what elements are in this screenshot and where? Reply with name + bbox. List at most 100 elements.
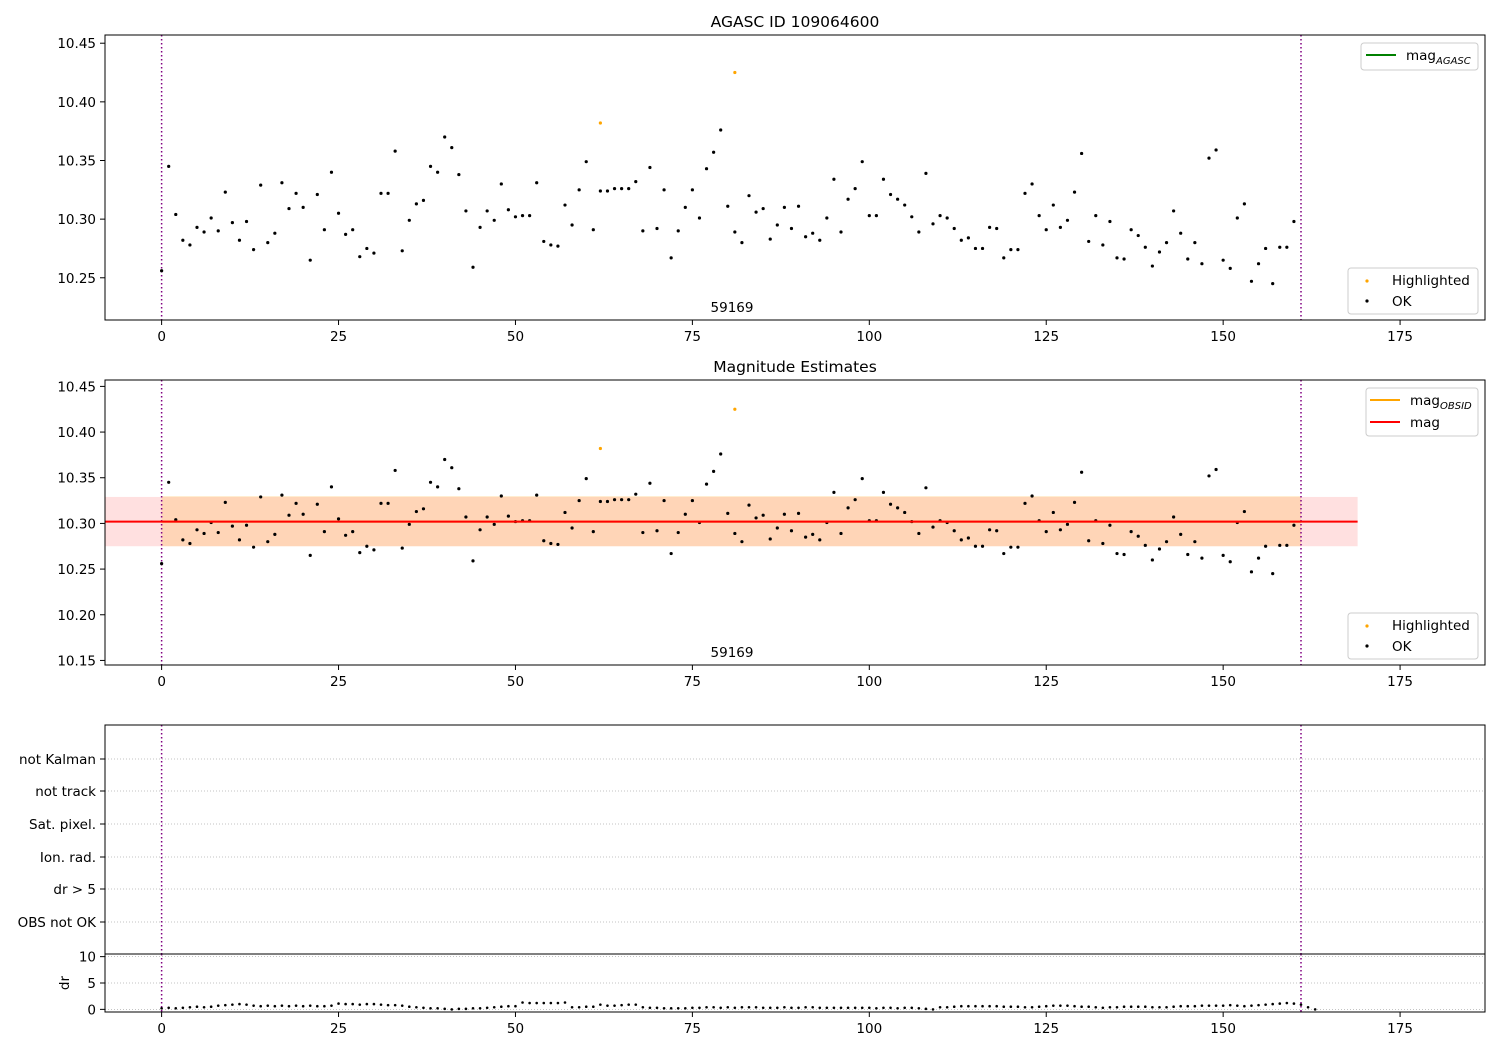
- ok-point: [457, 487, 461, 491]
- ok-point: [202, 230, 206, 234]
- ok-point: [704, 167, 709, 171]
- panel4-obs-boundaries: [160, 954, 1302, 1012]
- dr-point: [379, 1003, 383, 1006]
- ok-point: [1065, 522, 1070, 526]
- ok-point: [1271, 282, 1275, 286]
- ok-point: [952, 529, 956, 533]
- dr-point: [1193, 1004, 1197, 1008]
- ok-point: [988, 225, 992, 229]
- dr-point: [535, 1001, 538, 1005]
- dr-point: [825, 1006, 829, 1010]
- ok-point: [1285, 543, 1289, 547]
- ok-point: [1023, 501, 1027, 505]
- ok-point: [1249, 279, 1254, 283]
- dr-point: [860, 1006, 864, 1010]
- ok-point: [556, 244, 560, 248]
- dr-point: [365, 1002, 369, 1006]
- ok-point: [216, 530, 220, 535]
- ok-point: [1278, 543, 1282, 547]
- ok-point: [1016, 248, 1020, 252]
- panel2-legend-upper[interactable]: magOBSID mag: [1365, 387, 1479, 437]
- legend-label-ok: OK: [1392, 294, 1413, 310]
- dr-point: [577, 1005, 581, 1009]
- ok-point: [351, 530, 355, 534]
- ok-point: [719, 452, 723, 456]
- dr-point: [818, 1006, 822, 1010]
- ok-point: [167, 164, 171, 168]
- dr-point: [889, 1006, 892, 1010]
- flag-label: not track: [35, 784, 96, 800]
- x-tick-label: 150: [1210, 329, 1236, 345]
- dr-point: [478, 1007, 482, 1010]
- ok-point: [1221, 258, 1225, 262]
- ok-point: [1200, 556, 1204, 560]
- ok-point: [535, 181, 539, 185]
- dr-point: [316, 1004, 319, 1008]
- dr-point: [1207, 1004, 1211, 1007]
- ok-point: [1080, 470, 1084, 474]
- ok-point: [1278, 245, 1282, 249]
- ok-point: [520, 214, 525, 218]
- ok-point: [1044, 228, 1048, 232]
- ok-point: [924, 486, 928, 490]
- dr-point: [620, 1003, 623, 1007]
- ok-point: [627, 187, 631, 191]
- dr-point: [563, 1001, 567, 1004]
- ok-point: [329, 170, 334, 174]
- ok-point: [881, 177, 886, 181]
- dr-point: [1313, 1008, 1317, 1011]
- ok-point: [1164, 540, 1169, 544]
- ok-point: [577, 188, 581, 192]
- ok-point: [634, 180, 638, 184]
- ok-point: [655, 529, 659, 533]
- ok-point: [747, 503, 751, 507]
- dr-point: [521, 1001, 524, 1004]
- dr-point: [1115, 1005, 1119, 1009]
- ok-point: [1150, 264, 1154, 268]
- x-tick-label: 50: [507, 329, 524, 345]
- panel2-legend-lower[interactable]: Highlighted OK: [1347, 612, 1479, 660]
- ok-point: [407, 522, 411, 526]
- dr-point: [1186, 1004, 1190, 1008]
- ok-point: [1157, 547, 1162, 551]
- ok-point: [563, 203, 567, 207]
- ok-point: [188, 243, 192, 247]
- legend-label-highlighted: Highlighted: [1392, 273, 1470, 289]
- panel4-y-axis: 0 5 10: [79, 950, 105, 1018]
- ok-point: [952, 226, 956, 231]
- ok-point: [506, 208, 510, 212]
- legend-label-mag-obsid: magOBSID: [1410, 393, 1472, 412]
- y-tick-label: 10.35: [57, 153, 96, 169]
- ok-point: [931, 525, 935, 529]
- ok-point: [903, 510, 907, 515]
- dr-point: [266, 1004, 270, 1007]
- dr-point: [1129, 1005, 1133, 1009]
- ok-point: [379, 191, 383, 195]
- ok-point: [1037, 214, 1041, 218]
- dr-point: [429, 1007, 432, 1010]
- dr-point: [960, 1004, 963, 1008]
- ok-point: [903, 203, 907, 207]
- panel1-legend-upper[interactable]: magAGASC: [1360, 42, 1479, 71]
- ok-point: [995, 529, 999, 533]
- ok-point: [542, 239, 546, 244]
- ok-point: [1228, 560, 1232, 564]
- ok-point: [768, 537, 772, 541]
- ok-point: [1256, 262, 1261, 266]
- ok-point: [464, 209, 468, 213]
- ok-point: [301, 205, 305, 210]
- ok-point: [839, 531, 843, 536]
- ok-point: [400, 546, 404, 550]
- dr-point: [450, 1008, 454, 1011]
- ok-point: [1065, 218, 1070, 222]
- ok-point: [181, 238, 185, 242]
- ok-point: [896, 506, 900, 510]
- ok-point: [1193, 240, 1197, 245]
- panel1-legend-lower[interactable]: Highlighted OK: [1347, 267, 1479, 315]
- dr-point: [386, 1003, 390, 1007]
- dr-point: [1066, 1004, 1069, 1007]
- ok-point: [1002, 256, 1006, 260]
- ok-point: [620, 498, 624, 502]
- dr-point: [301, 1004, 305, 1008]
- x-tick-label: 0: [157, 674, 166, 690]
